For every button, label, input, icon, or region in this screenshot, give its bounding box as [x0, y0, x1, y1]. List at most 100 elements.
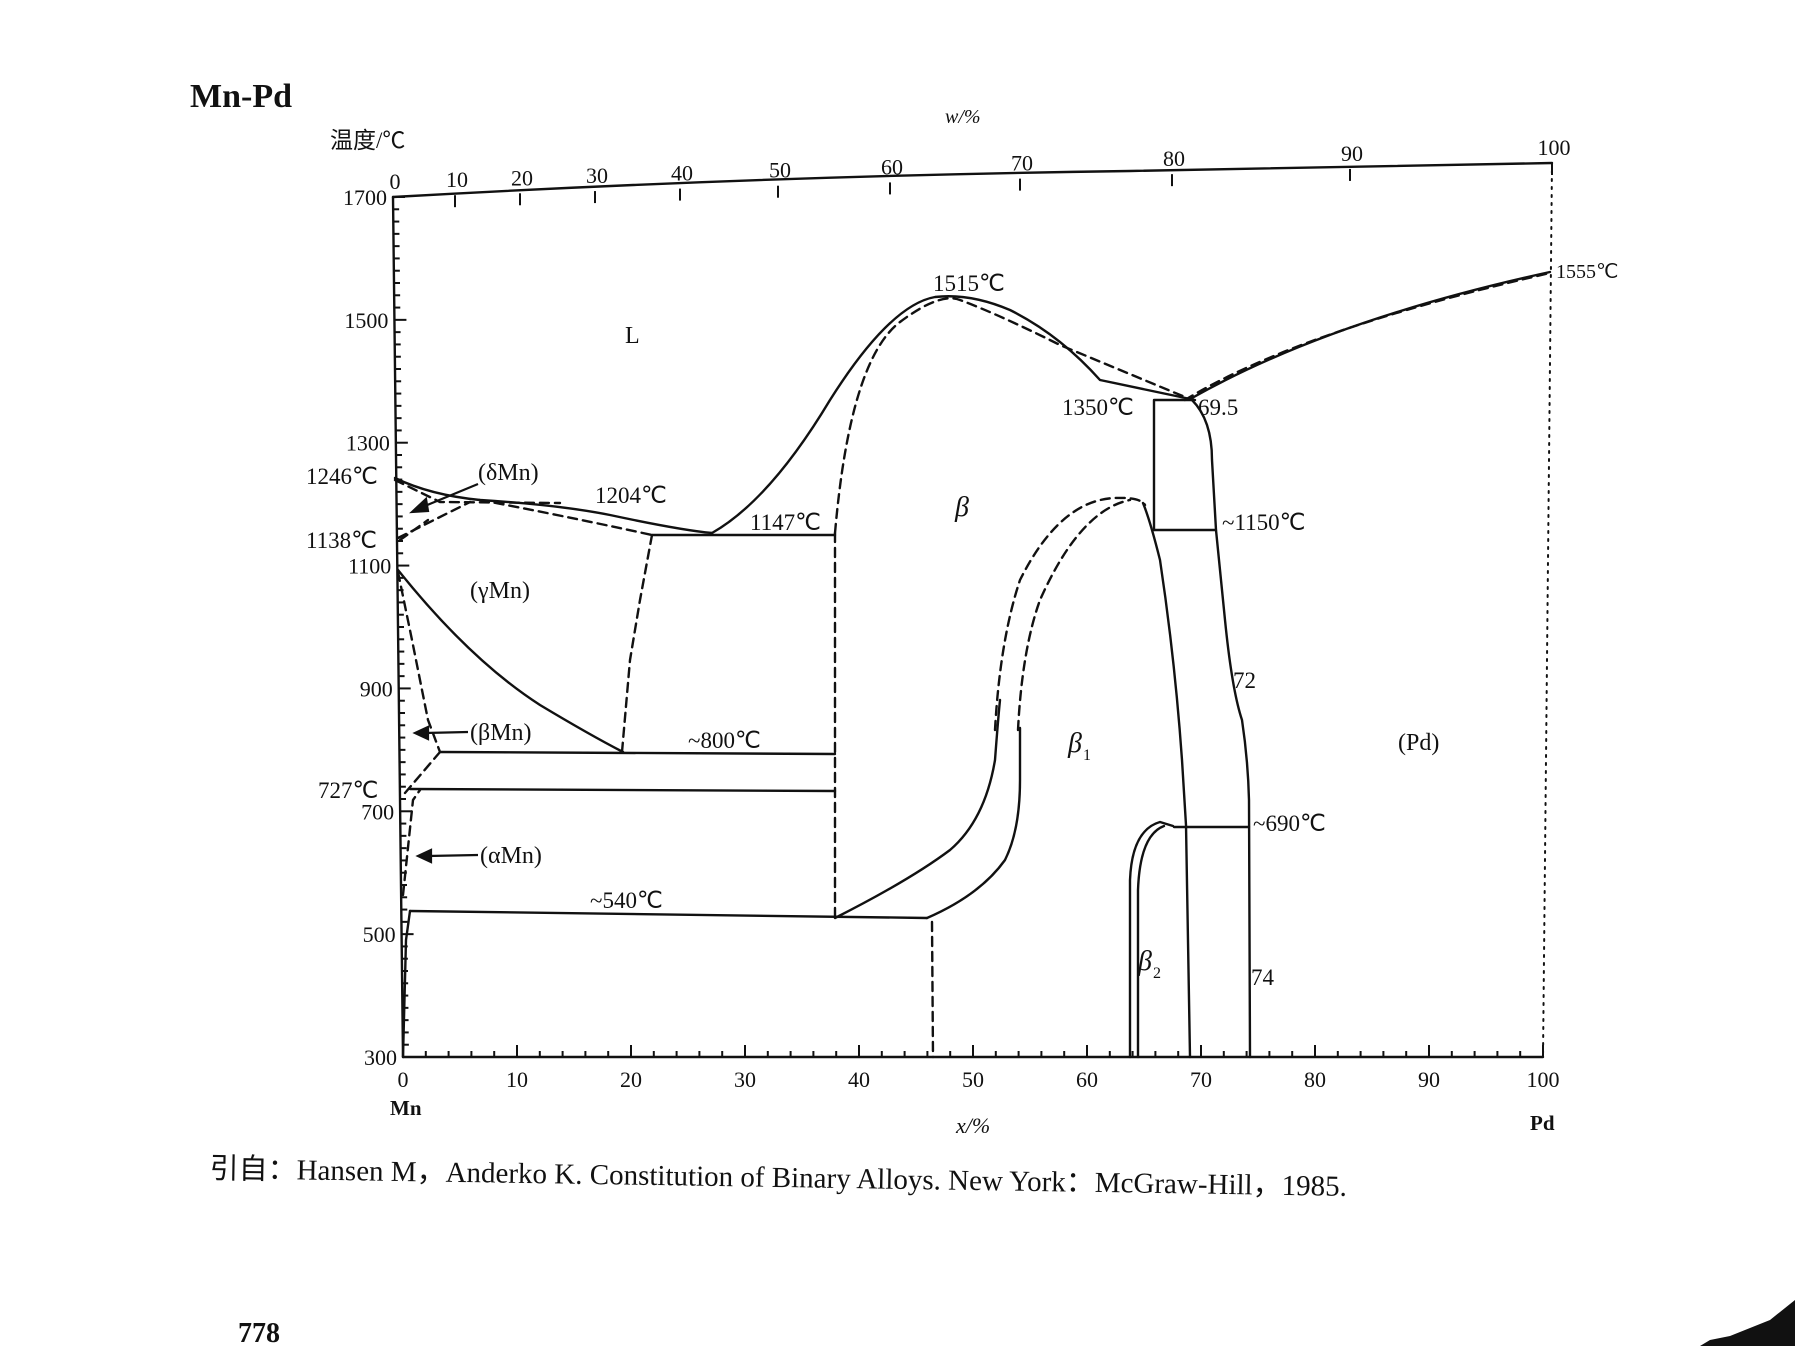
beta2-outer: [1128, 820, 1175, 1059]
annotation-1150: ~1150℃: [1222, 510, 1305, 535]
diagram-title: Mn-Pd: [190, 78, 292, 115]
y-tick-label: 500: [363, 922, 396, 947]
annotation-1555: 1555℃: [1556, 261, 1618, 283]
beta1-upper-dash: [993, 496, 1147, 732]
x-top-tick-label: 100: [1538, 135, 1571, 160]
x-bottom-tick-label: 20: [620, 1067, 642, 1092]
delta-mn-arrowhead: [408, 496, 430, 514]
x-top-tick-label: 60: [881, 154, 903, 179]
page-number: 778: [238, 1318, 280, 1349]
x-bottom-tick-label: 70: [1190, 1067, 1212, 1092]
annotation-72: 72: [1233, 668, 1256, 693]
phase-label-beta2: β: [1137, 946, 1152, 977]
delta-mn-arrow: [419, 482, 479, 510]
x-bottom-tick-labels: 0 10 20 30 40 50 60 70 80 90 100: [398, 1067, 1560, 1092]
liquidus-mn-side: [393, 476, 714, 535]
delta-solidus: [393, 478, 562, 505]
phase-label-alpha-mn: (αMn): [480, 843, 542, 869]
gamma-dash-left: [396, 570, 442, 754]
x-bottom-tick-label: 40: [848, 1067, 870, 1092]
gamma-dash-middle: [620, 533, 654, 754]
beta1-inner-curve: [925, 726, 1022, 920]
x-bottom-tick-label: 60: [1076, 1067, 1098, 1092]
y-tick-label: 700: [361, 799, 394, 824]
x-top-tick-label: 50: [769, 158, 791, 183]
y-tick-label: 900: [360, 676, 393, 701]
x-top-tick-label: 20: [511, 165, 533, 190]
x-top-tick-label: 0: [390, 169, 401, 194]
y-tick-label: 1300: [346, 431, 390, 456]
delta-lower: [398, 518, 430, 542]
annotation-1350: 1350℃: [1062, 395, 1134, 420]
annotation-540: ~540℃: [590, 888, 663, 913]
beta1-left-boundary: [833, 698, 1002, 920]
isotherm-540: [408, 909, 929, 920]
x-top-tick-label: 40: [671, 161, 693, 186]
element-pd: Pd: [1530, 1111, 1555, 1135]
y-tick-labels: 300 500 700 900 1100 1300 1500 1700: [343, 185, 397, 1070]
x-top-tick-labels: 0 10 20 30 40 50 60 70 80 90 100: [390, 135, 1571, 194]
x-bottom-tick-label: 30: [734, 1067, 756, 1092]
annotation-690: ~690℃: [1253, 811, 1326, 836]
x-axis-title-top: w/%: [945, 106, 981, 128]
phase-label-beta1-sub: 1: [1083, 747, 1091, 764]
annotation-74: 74: [1251, 965, 1275, 990]
alpha-mn-arrowhead: [415, 848, 433, 864]
annotation-1204: 1204℃: [595, 483, 667, 508]
x-top-tick-marks: [392, 163, 1553, 209]
element-mn: Mn: [390, 1096, 422, 1120]
annotation-1515: 1515℃: [933, 271, 1005, 296]
phase-label-beta1: β: [1067, 728, 1082, 759]
alpha-mn-solvus: [401, 909, 412, 1059]
y-tick-label: 1100: [348, 554, 391, 579]
phase-right-boundary: [1190, 398, 1252, 1059]
beta1-upper-dash-2: [1016, 498, 1132, 732]
phase-label-liquid: L: [625, 323, 640, 349]
phase-label-pd: (Pd): [1398, 730, 1439, 756]
y-tick-label: 1700: [343, 185, 387, 210]
x-bottom-tick-label: 80: [1304, 1067, 1326, 1092]
phase-label-beta-mn: (βMn): [470, 720, 532, 746]
x-top-tick-label: 80: [1163, 146, 1185, 171]
gamma-solidus: [478, 498, 654, 537]
beta-mn-lower-dash: [403, 750, 442, 795]
phase-label-gamma-mn: (γMn): [470, 578, 530, 604]
y-tick-label: 1500: [344, 308, 388, 333]
x-bottom-tick-label: 10: [506, 1067, 528, 1092]
annotation-1246: 1246℃: [306, 464, 378, 489]
annotation-69-5: 69.5: [1198, 395, 1238, 420]
plot-frame-right: [1542, 162, 1553, 1058]
x-bottom-tick-label: 90: [1418, 1067, 1440, 1092]
beta2-inner: [1136, 824, 1166, 1059]
plot-frame-top: [391, 161, 1554, 199]
x-top-tick-label: 10: [446, 167, 468, 192]
x-top-tick-label: 30: [586, 163, 608, 188]
alpha-mn-dash: [401, 788, 422, 897]
x-axis-title-bottom: x/%: [955, 1113, 990, 1138]
annotation-1147: 1147℃: [750, 510, 821, 535]
phase-label-delta-mn: (δMn): [478, 460, 539, 486]
solidus-beta: [833, 297, 1187, 535]
x-bottom-tick-label: 100: [1527, 1067, 1560, 1092]
phase-1350-box: [1152, 398, 1194, 532]
isotherm-727: [408, 787, 837, 793]
liquidus-pd-side: [1190, 270, 1552, 400]
x-top-tick-label: 70: [1011, 151, 1033, 176]
x-top-tick-label: 90: [1341, 141, 1363, 166]
phase-label-beta2-sub: 2: [1153, 965, 1161, 982]
annotation-800: ~800℃: [688, 728, 761, 753]
y-axis-title: 温度/℃: [330, 128, 405, 153]
annotation-727: 727℃: [318, 778, 378, 803]
solidus-pd-side: [1183, 271, 1552, 402]
y-tick-label: 300: [364, 1045, 397, 1070]
alpha-mn-arrow: [427, 853, 479, 858]
delta-gamma-boundary: [396, 500, 472, 540]
x-bottom-tick-label: 0: [398, 1067, 409, 1092]
y-tick-marks: [393, 196, 415, 1058]
gamma-beta-mn-curve: [396, 568, 625, 754]
beta-mn-arrowhead: [412, 725, 430, 741]
x-bottom-tick-marks: [402, 1045, 1544, 1057]
annotation-1138: 1138℃: [306, 528, 377, 553]
beta-mn-arrow: [424, 730, 469, 735]
